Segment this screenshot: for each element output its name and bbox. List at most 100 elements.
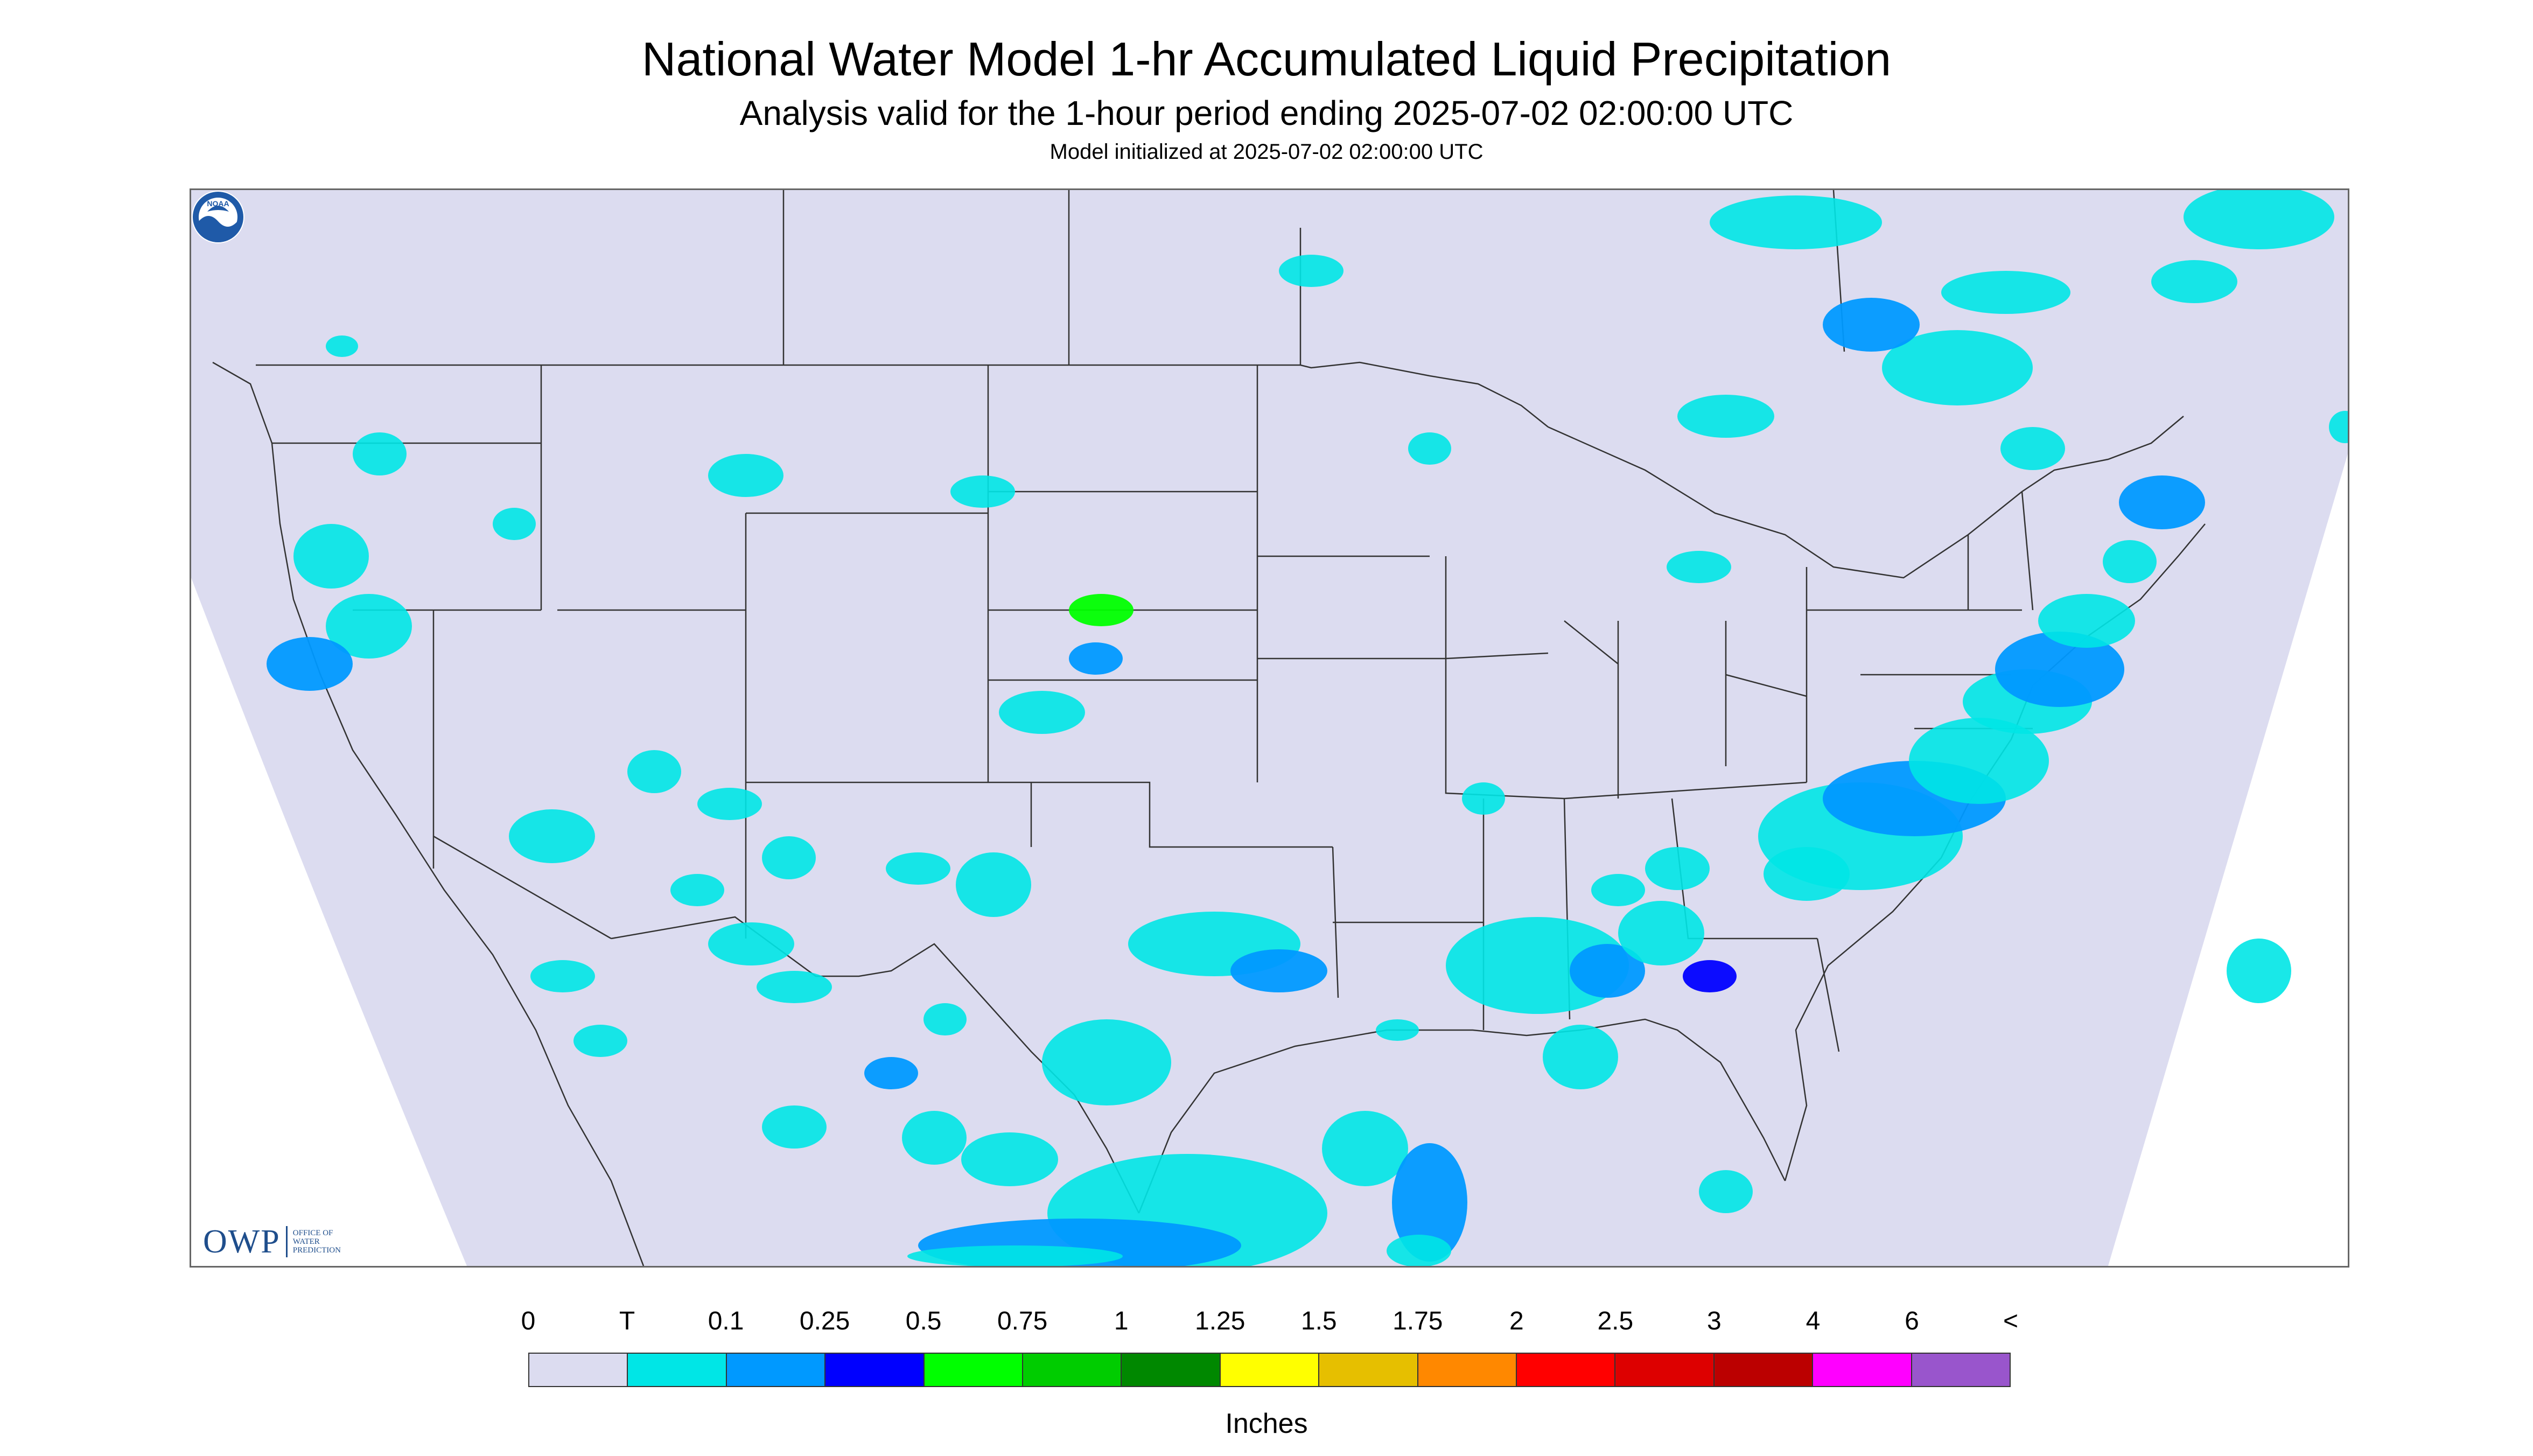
precipitation-area xyxy=(2184,190,2334,249)
noaa-logo: NOAA xyxy=(192,191,244,243)
legend-label: 2.5 xyxy=(1597,1307,1634,1335)
precipitation-area xyxy=(1591,874,1645,906)
legend-swatch xyxy=(1319,1354,1418,1386)
precipitation-area xyxy=(1823,298,1920,352)
legend-label: 0.25 xyxy=(799,1307,850,1335)
precipitation-area xyxy=(326,594,412,659)
legend-label: 2 xyxy=(1509,1307,1524,1335)
model-init-time: Model initialized at 2025-07-02 02:00:00… xyxy=(1049,140,1484,164)
legend-label: 1 xyxy=(1114,1307,1129,1335)
precipitation-area xyxy=(1408,432,1451,465)
precipitation-area xyxy=(1376,1019,1419,1041)
legend-swatch xyxy=(1220,1354,1320,1386)
gulf-coastline xyxy=(1138,1018,1786,1214)
precipitation-area xyxy=(1645,847,1710,890)
precipitation-area xyxy=(293,524,369,589)
owp-logo-text: OFFICE OF WATER PREDICTION xyxy=(293,1229,341,1255)
great-lakes-border xyxy=(1548,416,2184,579)
precipitation-area xyxy=(1042,1019,1171,1105)
legend-label: 0.5 xyxy=(905,1307,942,1335)
legend-swatch xyxy=(1912,1354,2010,1386)
precipitation-area xyxy=(2038,594,2135,648)
precipitation-area xyxy=(1941,271,2070,314)
precipitation-area xyxy=(2000,427,2065,470)
precipitation-area xyxy=(670,874,724,906)
precipitation-area xyxy=(1392,1143,1467,1262)
precipitation-area xyxy=(762,1105,827,1149)
us-mexico-border xyxy=(611,916,1140,1214)
precipitation-area xyxy=(353,432,407,475)
state-lines xyxy=(272,365,2034,1052)
precipitation-area xyxy=(1322,1111,1408,1186)
precipitation-area xyxy=(708,454,783,497)
legend-label: 1.5 xyxy=(1300,1307,1337,1335)
legend-swatch xyxy=(1122,1354,1221,1386)
precipitation-area xyxy=(493,508,536,540)
precipitation-areas xyxy=(267,190,2348,1266)
precipitation-area xyxy=(757,971,832,1003)
precipitation-area xyxy=(923,1003,967,1035)
political-boundaries xyxy=(212,190,2206,1266)
precipitation-area xyxy=(956,852,1031,917)
precipitation-area xyxy=(708,922,794,965)
legend-label: < xyxy=(2003,1307,2019,1335)
precipitation-area xyxy=(1069,642,1123,675)
precipitation-area xyxy=(1462,782,1505,815)
legend-label: 1.75 xyxy=(1393,1307,1443,1335)
precipitation-area xyxy=(2227,939,2291,1003)
precipitation-area xyxy=(1543,1025,1618,1089)
precipitation-area xyxy=(762,836,816,879)
precipitation-area xyxy=(2119,475,2205,529)
legend-swatch xyxy=(726,1354,826,1386)
owp-logo-divider xyxy=(285,1226,288,1257)
precipitation-area xyxy=(1699,1170,1753,1213)
precipitation-area xyxy=(1882,330,2033,405)
precipitation-area xyxy=(1677,395,1774,438)
map-subtitle: Analysis valid for the 1-hour period end… xyxy=(739,94,1794,132)
legend-swatch xyxy=(1615,1354,1715,1386)
owp-logo-line: OFFICE OF xyxy=(292,1229,333,1237)
precipitation-area xyxy=(573,1025,627,1057)
legend-swatch xyxy=(1418,1354,1517,1386)
legend-swatch xyxy=(1813,1354,1912,1386)
noaa-logo-text: NOAA xyxy=(207,199,229,208)
legend-swatch xyxy=(924,1354,1024,1386)
precipitation-area xyxy=(886,852,950,885)
precipitation-area xyxy=(1279,255,1344,287)
precipitation-area xyxy=(1710,195,1882,249)
map-title: National Water Model 1-hr Accumulated Li… xyxy=(641,32,1892,86)
owp-logo-line: PREDICTION xyxy=(292,1246,341,1255)
precipitation-area xyxy=(1995,632,2124,707)
precipitation-area xyxy=(961,1132,1058,1186)
precipitation-legend xyxy=(528,1353,2011,1387)
precipitation-area xyxy=(2151,260,2237,303)
precipitation-area xyxy=(509,809,595,863)
precipitation-area xyxy=(530,960,595,992)
precipitation-area xyxy=(2329,411,2348,443)
legend-label: 4 xyxy=(1806,1307,1821,1335)
precipitation-area xyxy=(1618,901,1704,965)
owp-logo-line: WATER xyxy=(292,1237,320,1246)
precipitation-area xyxy=(1667,551,1731,583)
precipitation-area xyxy=(627,750,681,793)
legend-units: Inches xyxy=(1225,1408,1308,1439)
precipitation-area xyxy=(697,788,762,820)
owp-logo-mark: OWP xyxy=(203,1223,281,1260)
precipitation-area xyxy=(902,1111,967,1165)
legend-swatch xyxy=(825,1354,925,1386)
precipitation-area xyxy=(950,475,1015,508)
legend-swatch xyxy=(1517,1354,1616,1386)
precipitation-area xyxy=(1909,718,2049,804)
legend-label: 0 xyxy=(521,1307,536,1335)
precipitation-area xyxy=(326,335,358,357)
legend-label: T xyxy=(619,1307,635,1335)
precipitation-area xyxy=(999,691,1085,734)
precipitation-area xyxy=(1570,944,1645,998)
precipitation-area xyxy=(1069,594,1133,626)
legend-swatch xyxy=(628,1354,727,1386)
legend-label: 0.1 xyxy=(708,1307,744,1335)
map-frame: OWP OFFICE OF WATER PREDICTION NOAA xyxy=(190,188,2349,1268)
legend-swatch xyxy=(1023,1354,1122,1386)
us-canada-border xyxy=(256,361,1549,428)
